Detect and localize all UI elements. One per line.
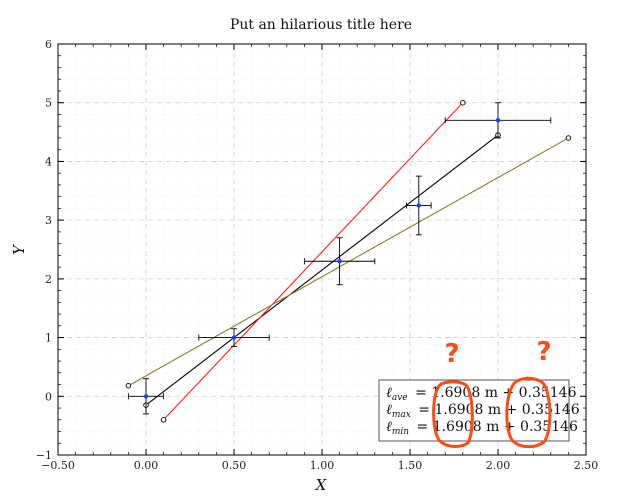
legend-entry-min: ℓmin = 1.6908 m + 0.35146 — [386, 419, 578, 437]
annotation-question-1: ? — [444, 339, 459, 369]
ticks: −0.50 0.00 0.50 1.00 1.50 2.00 2.50 −1 0 1 2 3 4 5 6 — [36, 38, 598, 472]
legend-entry-ave: ℓave = 1.6908 m + 0.35146 — [386, 385, 577, 403]
y-tick-label: 6 — [45, 38, 52, 51]
legend-box — [378, 379, 570, 442]
y-tick-label: −1 — [36, 449, 52, 462]
annotation-circle-1 — [432, 380, 474, 448]
data-point — [337, 259, 342, 264]
legend-entry-max: ℓmax = 1.6908 m + 0.35146 — [386, 402, 580, 420]
x-tick-label: 0.00 — [134, 459, 159, 472]
annotation-question-2: ? — [536, 337, 551, 367]
annotation-circle-2 — [505, 376, 552, 449]
fit-line-min-endpoint — [565, 135, 572, 141]
x-tick-label: 1.00 — [310, 459, 335, 472]
chart-title: Put an hilarious title here — [230, 17, 412, 33]
annotations: ? ? — [432, 337, 552, 449]
fit-line-ave — [145, 134, 499, 406]
y-tick-label: 0 — [45, 390, 52, 403]
fit-line-min-endpoint — [125, 382, 132, 389]
data-points — [127, 102, 552, 415]
data-point — [231, 335, 237, 340]
x-tick-label: 1.50 — [398, 459, 423, 472]
fit-line-max-endpoint — [160, 417, 167, 423]
x-tick-label: 2.50 — [574, 459, 599, 472]
y-tick-label: 2 — [45, 273, 52, 286]
fit-line-min — [128, 137, 569, 387]
y-axis-label: Y — [10, 243, 28, 255]
x-tick-label: 0.50 — [222, 459, 247, 472]
data-point — [495, 118, 501, 123]
data-point — [143, 394, 149, 399]
x-tick-label: −0.50 — [41, 459, 75, 472]
y-tick-label: 1 — [45, 332, 52, 345]
fit-line-max-endpoint — [460, 99, 466, 106]
x-tick-label: 2.00 — [486, 459, 511, 472]
data-point — [416, 203, 421, 208]
y-tick-label: 5 — [45, 97, 52, 110]
y-tick-label: 4 — [45, 155, 52, 168]
y-tick-label: 3 — [45, 214, 52, 227]
x-axis-label: X — [315, 476, 328, 494]
